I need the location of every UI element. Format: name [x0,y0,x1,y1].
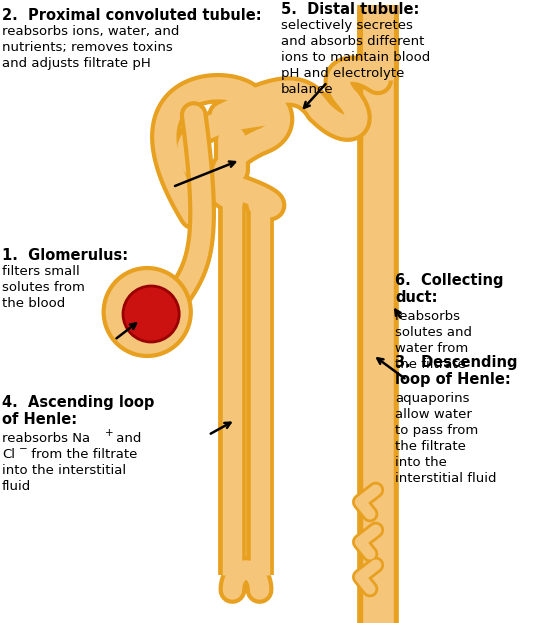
Text: loop of Henle:: loop of Henle: [395,372,511,387]
Text: from the filtrate: from the filtrate [27,448,138,461]
Text: aquaporins: aquaporins [395,392,469,405]
Text: fluid: fluid [2,480,31,493]
Text: reabsorbs: reabsorbs [395,310,461,323]
Text: into the interstitial: into the interstitial [2,464,126,477]
Text: of Henle:: of Henle: [2,412,77,427]
Text: solutes from: solutes from [2,281,85,294]
Text: the filtrate: the filtrate [395,358,466,371]
Text: ions to maintain blood: ions to maintain blood [281,51,430,64]
Ellipse shape [104,268,191,356]
Text: to pass from: to pass from [395,424,478,437]
Text: −: − [18,444,27,454]
Text: the filtrate: the filtrate [395,440,466,453]
Text: the blood: the blood [2,297,65,310]
Text: into the: into the [395,456,447,469]
Text: allow water: allow water [395,408,472,421]
Text: 1.  Glomerulus:: 1. Glomerulus: [2,248,128,263]
Text: selectively secretes: selectively secretes [281,19,413,32]
Text: interstitial fluid: interstitial fluid [395,472,497,485]
Text: solutes and: solutes and [395,326,472,339]
Text: nutrients; removes toxins: nutrients; removes toxins [2,41,172,54]
Text: duct:: duct: [395,290,438,305]
Text: 5.  Distal tubule:: 5. Distal tubule: [281,2,419,17]
Text: 3.  Descending: 3. Descending [395,355,518,370]
Text: filters small: filters small [2,265,79,278]
Text: 2.  Proximal convoluted tubule:: 2. Proximal convoluted tubule: [2,8,262,23]
Text: reabsorbs Na: reabsorbs Na [2,432,90,445]
Text: and adjusts filtrate pH: and adjusts filtrate pH [2,57,151,70]
Text: pH and electrolyte: pH and electrolyte [281,67,404,80]
Text: and: and [113,432,142,445]
Text: and absorbs different: and absorbs different [281,35,424,48]
Text: 4.  Ascending loop: 4. Ascending loop [2,395,154,410]
Text: water from: water from [395,342,468,355]
Text: reabsorbs ions, water, and: reabsorbs ions, water, and [2,25,180,38]
Ellipse shape [123,286,179,342]
Text: 6.  Collecting: 6. Collecting [395,273,504,288]
Text: +: + [104,428,113,438]
Text: balance: balance [281,83,333,96]
Text: Cl: Cl [2,448,15,461]
